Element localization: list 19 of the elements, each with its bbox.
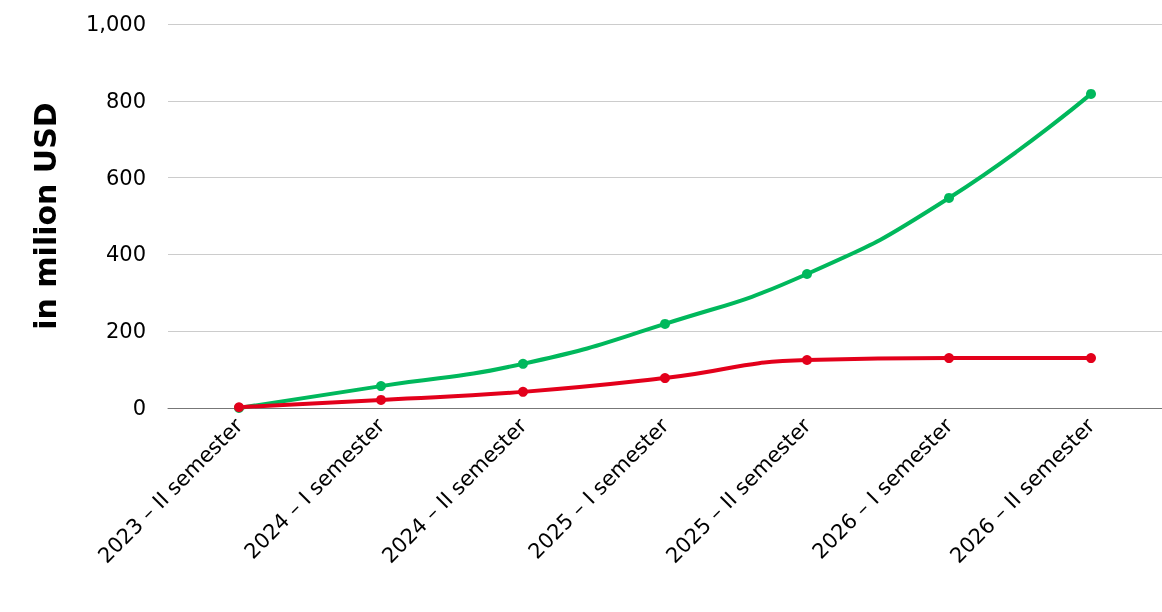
- point: [376, 394, 386, 405]
- point: [376, 381, 386, 392]
- point: [802, 268, 812, 279]
- point: [944, 353, 954, 364]
- point: [1086, 353, 1096, 364]
- point: [518, 358, 528, 369]
- y-tick-label: 800: [105, 88, 146, 113]
- y-axis-title: in milion USD: [27, 102, 63, 330]
- y-tick-label: 0: [132, 396, 146, 420]
- point: [1086, 88, 1096, 99]
- point: [660, 373, 670, 384]
- point: [944, 192, 954, 203]
- point: [518, 386, 528, 397]
- y-tick-label: 400: [105, 242, 146, 267]
- point: [660, 318, 670, 329]
- y-tick-label: 200: [105, 319, 146, 344]
- y-tick-label: 1,000: [85, 12, 146, 36]
- point: [802, 355, 812, 365]
- y-tick-label: 600: [105, 165, 146, 190]
